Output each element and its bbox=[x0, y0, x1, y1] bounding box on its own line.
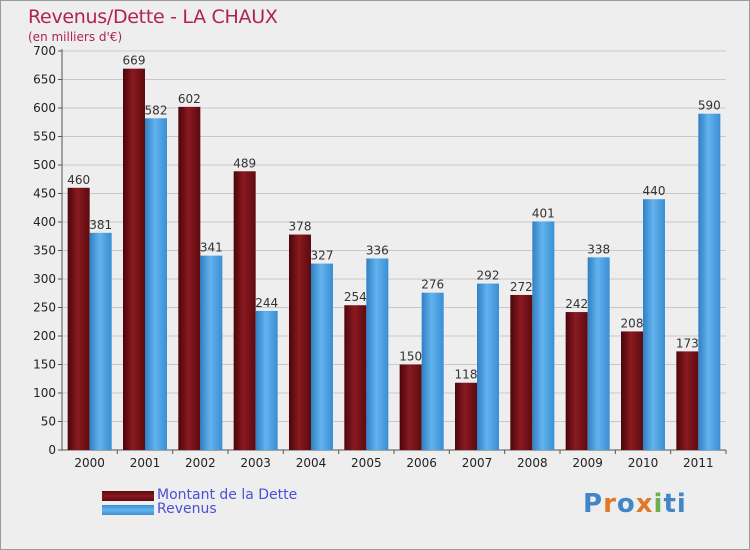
y-tick-label: 150 bbox=[33, 358, 56, 372]
bar-debt bbox=[676, 351, 699, 450]
bar-debt bbox=[233, 171, 256, 450]
legend-label-revenue: Revenus bbox=[157, 501, 217, 517]
x-tick-label: 2002 bbox=[185, 456, 216, 470]
data-label-debt: 254 bbox=[344, 290, 367, 304]
data-label-debt: 242 bbox=[565, 297, 588, 311]
bar-revenue bbox=[145, 118, 167, 450]
bar-debt bbox=[510, 294, 533, 450]
bar-revenue bbox=[477, 283, 499, 450]
x-tick-label: 2007 bbox=[462, 456, 493, 470]
axes: 0 50 100 150 200 250 300 350 400 450 500 550 600 650 7… bbox=[33, 44, 727, 470]
y-tick-label: 200 bbox=[33, 329, 56, 343]
bar-revenue bbox=[89, 232, 112, 450]
y-tick-label: 100 bbox=[33, 386, 56, 400]
y-tick-label: 450 bbox=[33, 187, 56, 201]
bar-revenue bbox=[587, 257, 610, 450]
bar-debt bbox=[621, 331, 643, 450]
y-tick-label: 500 bbox=[33, 158, 56, 172]
legend-swatch-revenue bbox=[102, 505, 154, 515]
bar-debt bbox=[123, 68, 145, 451]
data-label-revenue: 582 bbox=[145, 103, 168, 117]
x-tick-label: 2011 bbox=[683, 456, 714, 470]
bar-revenue bbox=[643, 199, 665, 450]
y-tick-label: 300 bbox=[33, 272, 56, 286]
data-label-debt: 669 bbox=[123, 54, 146, 68]
x-tick-label: 2003 bbox=[240, 456, 271, 470]
legend-label-debt: Montant de la Dette bbox=[157, 487, 298, 503]
y-tick-label: 0 bbox=[48, 443, 56, 457]
bar-debt bbox=[565, 312, 588, 450]
x-tick-label: 2001 bbox=[130, 456, 161, 470]
data-label-debt: 602 bbox=[178, 92, 201, 106]
data-label-revenue: 327 bbox=[311, 249, 334, 263]
data-label-revenue: 401 bbox=[532, 206, 555, 220]
x-tick-label: 2010 bbox=[628, 456, 659, 470]
data-label-debt: 150 bbox=[399, 350, 422, 364]
y-tick-label: 400 bbox=[33, 215, 56, 229]
x-tick-label: 2009 bbox=[572, 456, 603, 470]
data-label-debt: 118 bbox=[455, 368, 478, 382]
data-labels: 460 381 669 582 602 341 489 244 378 327 254 336 150 2… bbox=[67, 54, 721, 382]
data-label-revenue: 590 bbox=[698, 99, 721, 113]
y-tick-label: 600 bbox=[33, 101, 56, 115]
bar-revenue bbox=[366, 258, 389, 450]
y-tick-label: 250 bbox=[33, 301, 56, 315]
bar-revenue bbox=[200, 255, 223, 450]
legend-swatch-debt bbox=[102, 491, 154, 501]
bar-debt bbox=[178, 106, 201, 451]
data-label-revenue: 381 bbox=[89, 218, 112, 232]
x-tick-label: 2008 bbox=[517, 456, 548, 470]
bars bbox=[67, 68, 721, 451]
proxiti-logo: Proxiti bbox=[583, 489, 687, 519]
chart-subtitle: (en milliers d'€) bbox=[28, 30, 123, 44]
y-tick-label: 700 bbox=[33, 44, 56, 58]
data-label-revenue: 336 bbox=[366, 243, 389, 257]
data-label-revenue: 341 bbox=[200, 241, 223, 255]
y-tick-label: 350 bbox=[33, 244, 56, 258]
data-label-debt: 173 bbox=[676, 336, 699, 350]
data-label-debt: 378 bbox=[289, 220, 312, 234]
chart-title: Revenus/Dette - LA CHAUX bbox=[28, 6, 278, 28]
bar-revenue bbox=[421, 292, 444, 450]
bar-revenue bbox=[698, 113, 721, 450]
data-label-debt: 272 bbox=[510, 280, 533, 294]
gridlines bbox=[62, 50, 726, 451]
x-tick-label: 2004 bbox=[296, 456, 327, 470]
bar-debt bbox=[455, 382, 477, 450]
data-label-revenue: 276 bbox=[421, 278, 444, 292]
bar-debt bbox=[399, 364, 422, 450]
x-tick-label: 2000 bbox=[74, 456, 105, 470]
data-label-revenue: 440 bbox=[643, 184, 666, 198]
y-tick-label: 650 bbox=[33, 73, 56, 87]
bar-revenue bbox=[532, 221, 555, 450]
x-tick-label: 2005 bbox=[351, 456, 382, 470]
bar-revenue bbox=[311, 263, 333, 450]
data-label-revenue: 338 bbox=[587, 242, 610, 256]
data-label-debt: 460 bbox=[67, 173, 90, 187]
bar-revenue bbox=[255, 310, 278, 450]
data-label-debt: 208 bbox=[621, 316, 644, 330]
bar-debt bbox=[344, 305, 367, 450]
x-tick-label: 2006 bbox=[406, 456, 437, 470]
bar-debt bbox=[289, 234, 311, 450]
y-tick-label: 550 bbox=[33, 130, 56, 144]
data-label-revenue: 244 bbox=[255, 296, 278, 310]
data-label-revenue: 292 bbox=[477, 269, 500, 283]
bar-debt bbox=[67, 187, 90, 451]
y-tick-label: 50 bbox=[41, 415, 56, 429]
data-label-debt: 489 bbox=[233, 156, 256, 170]
